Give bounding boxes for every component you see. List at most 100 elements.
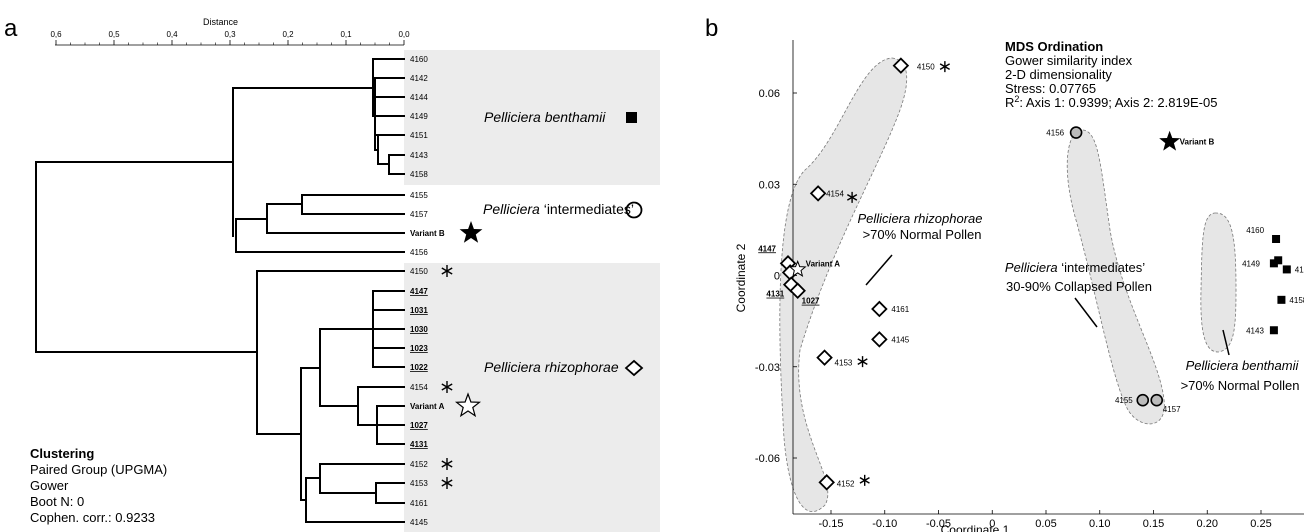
leaf-label: 4156 (410, 248, 428, 257)
leaf-label: 1022 (410, 363, 428, 372)
y-tick-label: 0.06 (759, 88, 780, 100)
leaf-label: 4131 (410, 440, 428, 449)
mds-point-label: 4147 (758, 244, 776, 253)
group-label-benthamii: Pelliciera benthamii (484, 109, 606, 125)
clustering-line-3: Boot N: 0 (30, 494, 84, 509)
asterisk-4154 (441, 381, 453, 393)
leaf-label: 4143 (410, 151, 428, 160)
panel-b-letter: b (705, 15, 718, 42)
mds-info-line-2: 2-D dimensionality (1005, 67, 1112, 82)
mds-info: MDS Ordination Gower similarity index 2-… (1005, 39, 1217, 110)
leaf-label: 1030 (410, 325, 428, 334)
mds-points (779, 57, 1291, 491)
leaf-label: 1031 (410, 306, 428, 315)
mds-point (809, 185, 827, 202)
filled-square-symbol (626, 112, 637, 123)
mds-point-label: 4143 (1246, 326, 1264, 335)
rhizophorae-shade (404, 263, 660, 532)
mds-point (871, 300, 888, 318)
mds-point (789, 282, 806, 299)
distance-tick-label: 0,5 (108, 30, 120, 39)
leaf-label: 4149 (410, 112, 428, 121)
mds-point-label: 4157 (1163, 405, 1181, 414)
mds-point-label: 4155 (1115, 396, 1133, 405)
group-label-rhizophorae: Pelliciera rhizophorae (484, 359, 619, 375)
leaf-label: 4145 (410, 518, 428, 527)
leaf-label: 4155 (410, 191, 428, 200)
group-label-intermediates: Pelliciera ‘intermediates’ (483, 201, 634, 217)
leaf-label: Variant A (410, 402, 445, 411)
x-tick-label: 0.10 (1089, 518, 1110, 530)
mds-point (788, 260, 807, 278)
distance-tick-label: 0,2 (282, 30, 294, 39)
mds-point (1282, 265, 1291, 274)
leaf-label: 4154 (410, 383, 428, 392)
mds-info-line-1: Gower similarity index (1005, 53, 1133, 68)
mds-point-label: 4150 (917, 63, 935, 72)
mds-point (1069, 126, 1083, 139)
mds-point-label: 4153 (835, 359, 853, 368)
asterisk-4152 (441, 458, 453, 470)
leaf-label: 4150 (410, 267, 428, 276)
mds-point-label: 4149 (1242, 259, 1260, 268)
leaf-label: 4161 (410, 499, 428, 508)
mds-point-label: 4151 (1295, 265, 1304, 274)
mds-point-label: 4131 (766, 290, 784, 299)
mds-asterisk (846, 191, 858, 203)
mds-point (892, 57, 910, 74)
mds-point (1159, 130, 1181, 151)
clustering-title: Clustering (30, 446, 94, 461)
mds-point-label: Variant A (806, 259, 841, 268)
mds-point-label: 4152 (837, 479, 855, 488)
leaf-label: 1027 (410, 421, 428, 430)
mds-point-label: Variant B (1180, 138, 1215, 147)
x-tick-label: 0 (989, 518, 995, 530)
mds-asterisk (939, 61, 950, 73)
mds-point-label: 4156 (1046, 129, 1064, 138)
mds-point (1277, 295, 1286, 304)
mds-point (1269, 259, 1278, 268)
asterisk-4150 (441, 265, 453, 277)
leaf-label: 4157 (410, 210, 428, 219)
open-star-symbol (454, 392, 482, 418)
panel-a-letter: a (4, 15, 18, 42)
x-tick-label: -0.10 (872, 518, 897, 530)
mds-asterisk (859, 474, 870, 486)
mds-point-label: 4154 (826, 189, 844, 198)
mds-point (1136, 393, 1150, 407)
panel-a-dendrogram: a Distance 0,6 0,5 0,4 0,3 0,2 0,1 0,0 4160 414… (4, 15, 660, 532)
mds-info-line-3: Stress: 0.07765 (1005, 81, 1096, 96)
leaf-label: 4144 (410, 93, 428, 102)
mds-point (1274, 256, 1283, 265)
distance-tick-label: 0,3 (224, 30, 236, 39)
annotation-intermediates-name: Pelliciera ‘intermediates’ (1005, 260, 1145, 275)
distance-axis-title: Distance (203, 17, 238, 27)
leaf-label: 4152 (410, 460, 428, 469)
x-tick-label: -0.15 (818, 518, 843, 530)
leaf-label: 4158 (410, 170, 428, 179)
open-diamond-symbol (624, 359, 644, 377)
x-tick-label: 0.15 (1143, 518, 1164, 530)
benthamii-hull (1200, 212, 1237, 353)
annotation-benthamii-leader (1222, 329, 1230, 356)
leaf-label: 1023 (410, 344, 428, 353)
dendrogram-leaf-labels: 4160 4142 4144 4149 4151 4143 4158 4155 4157 Vari… (410, 55, 445, 527)
mds-point (871, 331, 888, 348)
clustering-line-2: Gower (30, 478, 69, 493)
mds-title: MDS Ordination (1005, 39, 1103, 54)
annotation-rhizophorae-sub: >70% Normal Pollen (863, 227, 982, 242)
distance-tick-label: 0,4 (166, 30, 178, 39)
mds-point-label: 4158 (1289, 296, 1304, 305)
leaf-label: 4151 (410, 131, 428, 140)
y-tick-label: -0.06 (755, 453, 780, 465)
distance-tick-label: 0,1 (340, 30, 352, 39)
clustering-line-4: Cophen. corr.: 0.9233 (30, 510, 155, 525)
mds-point (818, 474, 835, 491)
mds-point-labels: 4150 4154 4147 4131 1027 4161 4145 4153 4152 Vari… (758, 61, 1304, 488)
leaf-label: 4147 (410, 287, 428, 296)
clustering-info: Clustering Paired Group (UPGMA) Gower Bo… (30, 446, 167, 525)
leaf-label: 4142 (410, 74, 428, 83)
mds-point (816, 349, 833, 366)
distance-axis: Distance 0,6 0,5 0,4 0,3 0,2 0,1 0,0 (50, 17, 410, 46)
mds-info-line-4: R2: Axis 1: 0.9399; Axis 2: 2.819E-05 (1005, 94, 1217, 110)
